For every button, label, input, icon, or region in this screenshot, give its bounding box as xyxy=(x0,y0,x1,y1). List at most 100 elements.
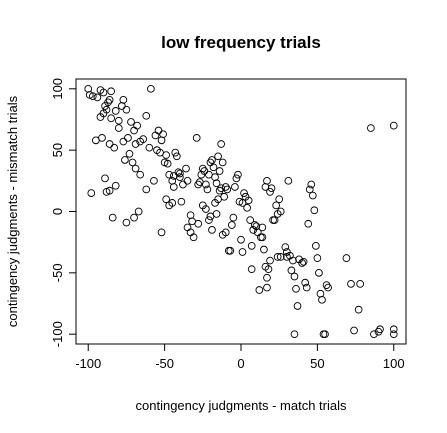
data-point xyxy=(172,152,181,161)
data-point xyxy=(232,174,241,183)
data-point xyxy=(202,205,210,213)
x-axis: -100 -50 0 50 100 xyxy=(75,343,405,371)
data-point xyxy=(292,284,300,293)
data-point xyxy=(111,181,120,190)
data-point xyxy=(105,186,114,195)
data-point xyxy=(313,254,322,262)
data-point xyxy=(269,216,277,224)
data-point xyxy=(128,158,137,167)
data-point xyxy=(217,184,225,193)
data-point xyxy=(174,168,183,177)
y-axis-label: contingency judgments - mismatch trials xyxy=(5,95,20,327)
data-point xyxy=(127,118,135,126)
data-point xyxy=(192,134,201,142)
data-point xyxy=(267,184,276,193)
data-point xyxy=(266,188,274,196)
data-point xyxy=(162,195,170,204)
data-point xyxy=(151,131,160,140)
data-point xyxy=(356,280,365,288)
data-point xyxy=(263,283,271,292)
data-point xyxy=(376,325,384,334)
data-point xyxy=(389,325,398,334)
data-point xyxy=(370,330,378,339)
data-point xyxy=(130,213,138,222)
data-point xyxy=(276,253,285,261)
data-point xyxy=(243,203,251,212)
data-point xyxy=(208,156,216,164)
data-point xyxy=(367,124,375,132)
data-point xyxy=(101,174,109,183)
data-point xyxy=(281,243,290,251)
data-point xyxy=(139,135,148,143)
data-points xyxy=(84,84,398,339)
data-point xyxy=(350,326,358,335)
data-point xyxy=(258,233,267,242)
data-point xyxy=(212,210,221,218)
data-point xyxy=(171,148,180,157)
data-point xyxy=(322,281,331,289)
data-point xyxy=(215,186,224,195)
data-point xyxy=(208,226,216,234)
x-tick-label: 100 xyxy=(383,356,405,371)
data-point xyxy=(218,158,227,167)
data-point xyxy=(240,189,248,197)
data-point xyxy=(304,219,313,228)
chart-title: low frequency trials xyxy=(161,33,321,52)
data-point xyxy=(107,87,115,96)
data-point xyxy=(217,140,225,148)
data-point xyxy=(263,176,271,185)
data-point xyxy=(255,286,264,294)
data-point xyxy=(165,170,174,179)
data-point xyxy=(258,223,267,232)
data-point xyxy=(273,253,282,261)
data-point xyxy=(87,189,96,197)
data-point xyxy=(88,92,97,101)
data-point xyxy=(200,167,209,175)
data-point xyxy=(289,256,297,265)
y-tick-label: 50 xyxy=(50,143,65,157)
data-point xyxy=(354,305,363,314)
x-tick-label: -100 xyxy=(75,356,101,371)
data-point xyxy=(324,283,332,292)
data-point xyxy=(302,283,311,292)
data-point xyxy=(270,216,279,224)
data-point xyxy=(238,248,247,256)
data-point xyxy=(305,185,314,194)
data-point xyxy=(130,126,138,135)
data-point xyxy=(234,170,242,179)
data-point xyxy=(131,140,140,148)
data-point xyxy=(206,158,215,167)
data-point xyxy=(108,213,117,222)
data-point xyxy=(157,228,166,237)
data-point xyxy=(321,330,329,339)
data-point xyxy=(308,191,317,200)
data-point xyxy=(318,295,326,304)
data-point xyxy=(342,254,351,262)
data-point xyxy=(114,116,123,125)
y-axis: -100 -50 0 50 100 xyxy=(50,78,77,347)
data-point xyxy=(125,149,134,158)
x-axis-label: contingency judgments - match trials xyxy=(136,398,347,413)
data-point xyxy=(293,302,302,310)
data-point xyxy=(119,96,128,104)
data-point xyxy=(224,246,233,255)
x-tick-label: 50 xyxy=(310,356,324,371)
data-point xyxy=(183,223,192,232)
data-point xyxy=(221,183,230,191)
data-point xyxy=(147,84,155,93)
data-point xyxy=(214,152,222,161)
data-point xyxy=(202,180,210,189)
data-point xyxy=(301,278,310,287)
data-point xyxy=(244,196,253,205)
data-point xyxy=(110,143,119,152)
data-point xyxy=(307,180,316,189)
data-point xyxy=(133,121,141,130)
data-point xyxy=(142,111,151,120)
data-point xyxy=(122,218,131,227)
data-point xyxy=(105,96,114,104)
data-point xyxy=(111,107,120,115)
data-point xyxy=(98,134,106,142)
data-point xyxy=(226,246,235,255)
y-tick-label: -100 xyxy=(50,321,65,347)
data-point xyxy=(194,219,203,228)
